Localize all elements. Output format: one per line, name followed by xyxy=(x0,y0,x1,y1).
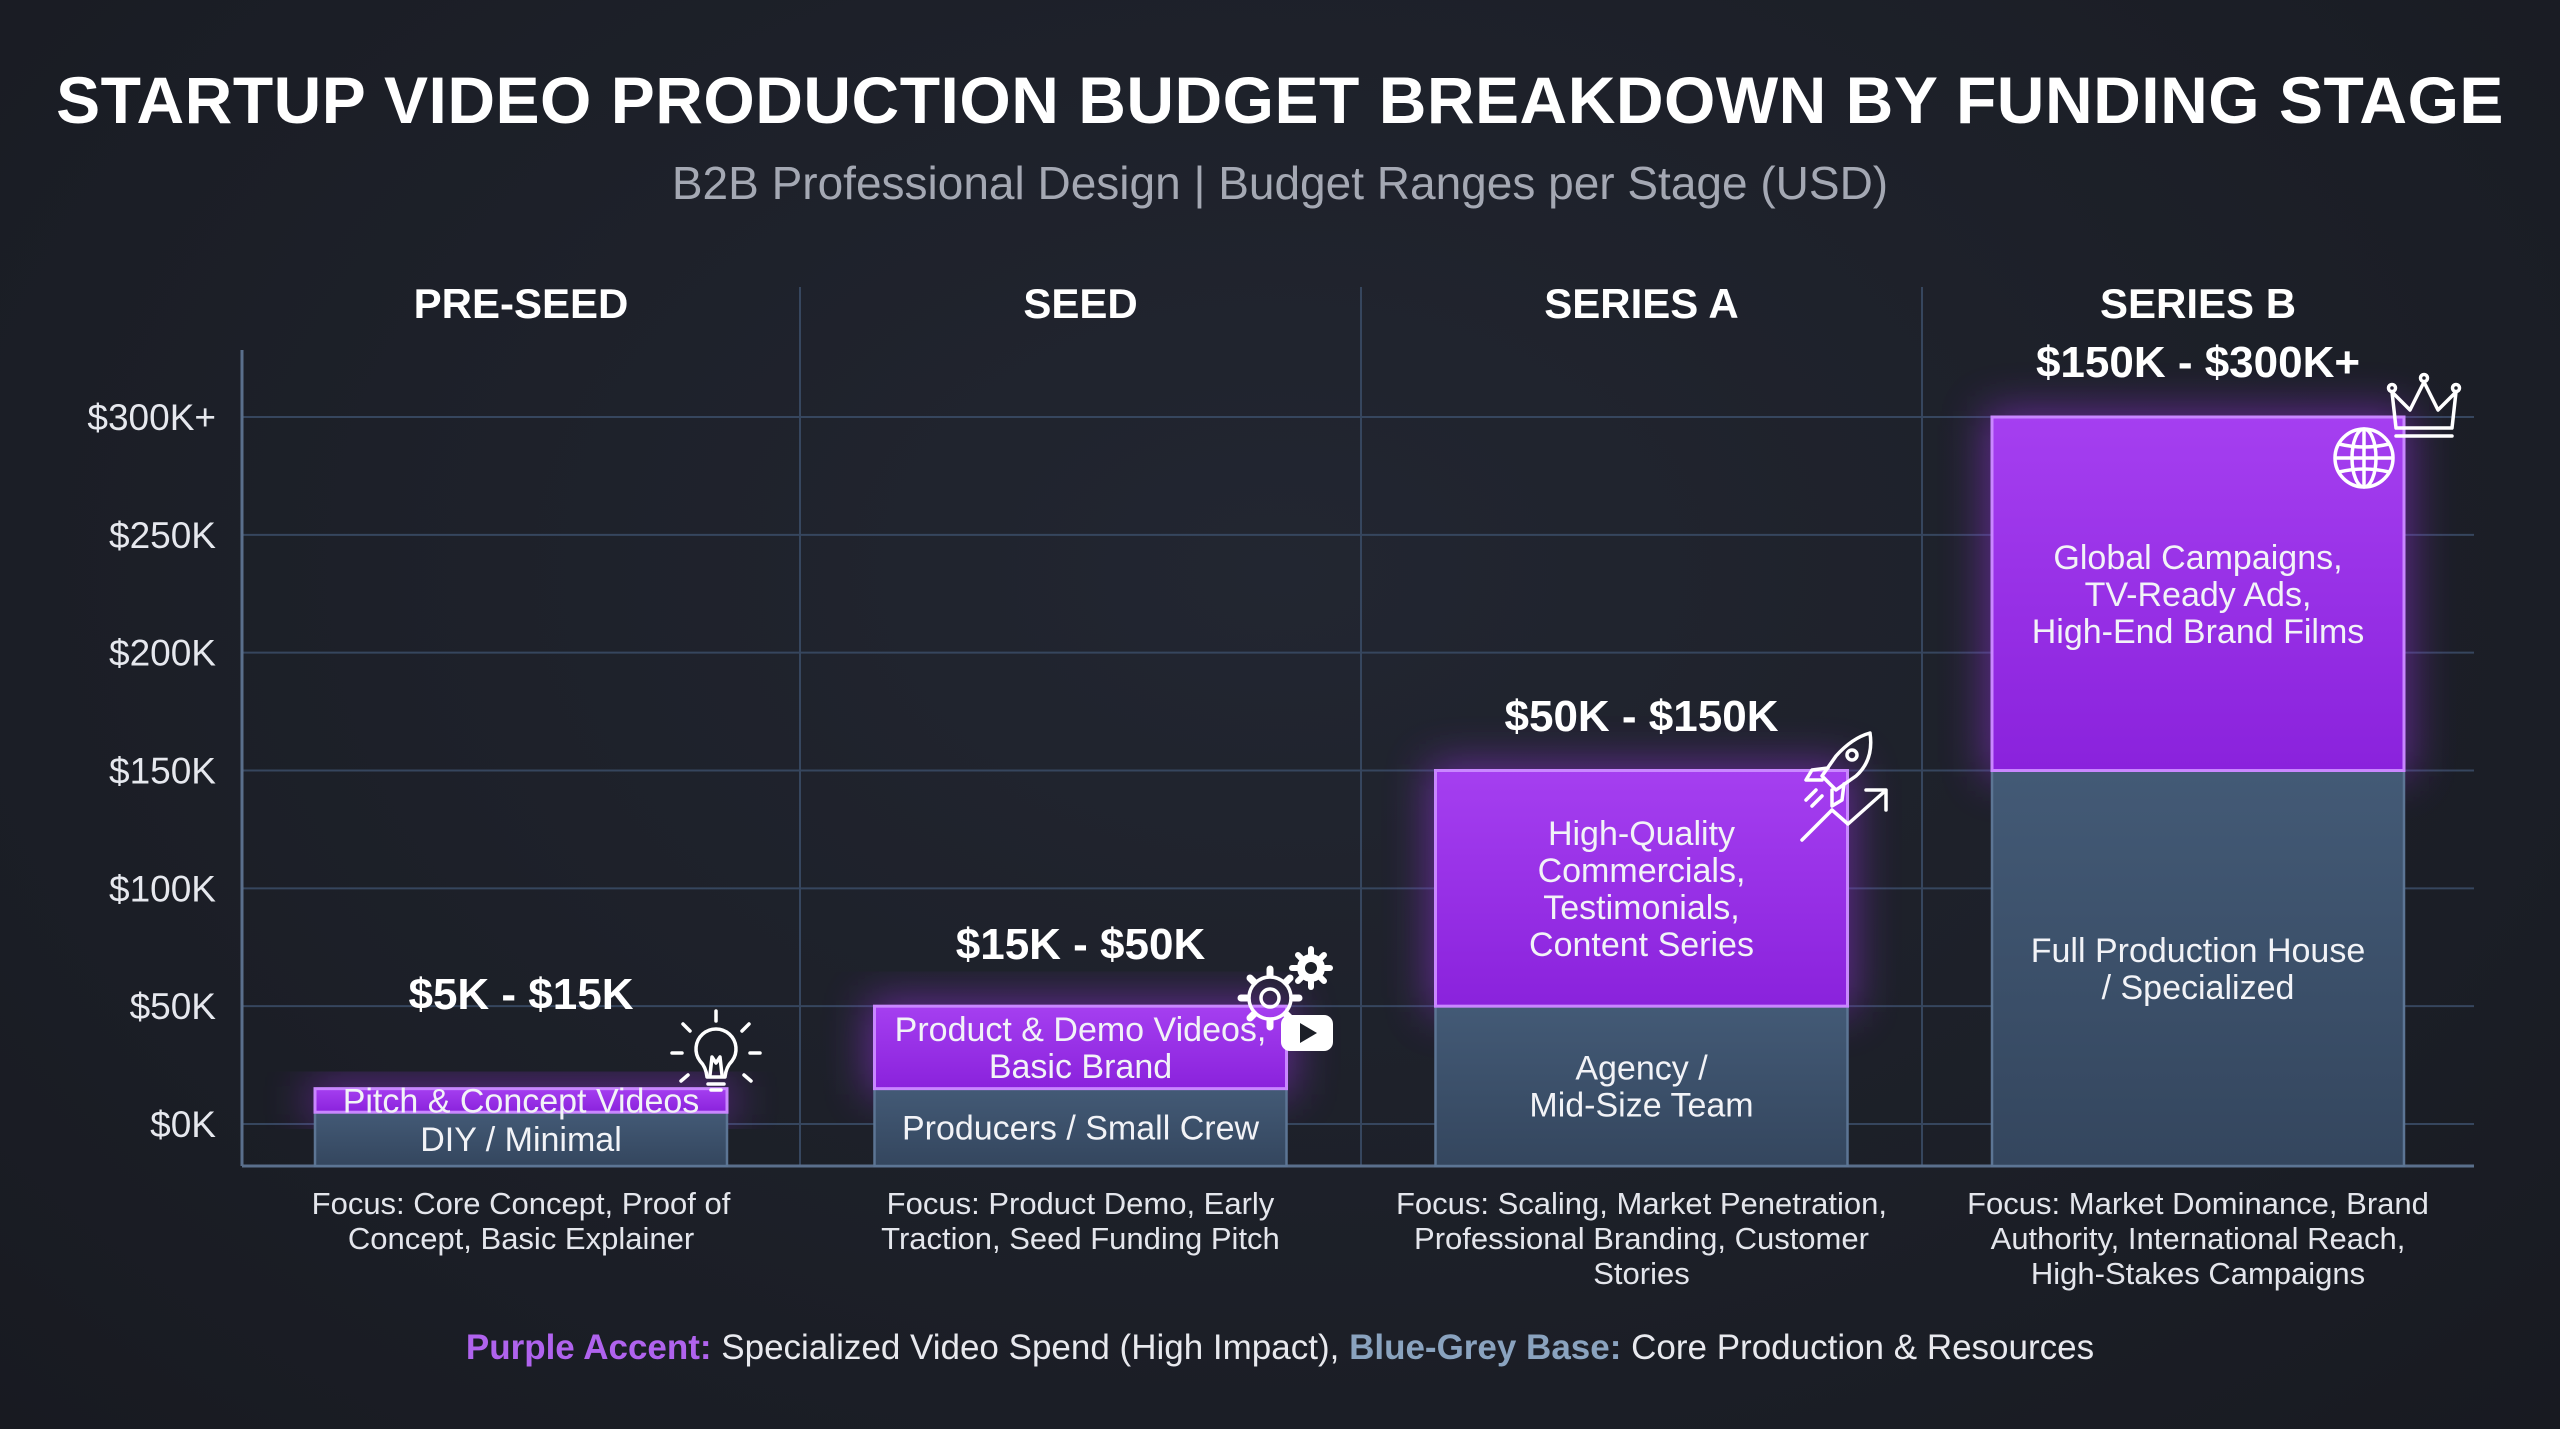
bar-base xyxy=(313,1110,729,1168)
lightbulb-icon xyxy=(670,1009,762,1092)
stage-header: SERIES B xyxy=(2100,280,2296,327)
range-label: $150K - $300K+ xyxy=(2036,338,2360,387)
y-tick-label: $0K xyxy=(150,1104,216,1145)
legend-purple-label: Purple Accent: xyxy=(465,1328,712,1367)
bar-base xyxy=(1434,1004,1849,1168)
range-label: $5K - $15K xyxy=(408,970,633,1019)
rocket-growth-icon xyxy=(1800,731,1888,842)
focus-text: Focus: Product Demo, Early Traction, Seed… xyxy=(881,1186,1280,1256)
crown-icon xyxy=(2386,372,2462,438)
bar-base xyxy=(1990,769,2406,1168)
legend: Purple Accent: Specialized Video Spend (… xyxy=(0,1328,2560,1368)
y-tick-label: $300K+ xyxy=(87,397,216,438)
bar-base-label: DIY / Minimal xyxy=(420,1121,622,1159)
chart-subtitle: B2B Professional Design | Budget Ranges … xyxy=(671,157,1889,209)
chart-title: STARTUP VIDEO PRODUCTION BUDGET BREAKDOW… xyxy=(56,63,2504,137)
stage-header: SEED xyxy=(1023,280,1137,327)
bar-base-label: Full Production House / Specialized xyxy=(2031,932,2366,1007)
y-tick-label: $100K xyxy=(109,868,216,909)
bar-base xyxy=(873,1087,1288,1168)
stage-header: PRE-SEED xyxy=(414,280,629,327)
bar-base-label: Agency / Mid-Size Team xyxy=(1529,1050,1753,1125)
bar-accent xyxy=(313,1087,729,1114)
focus-text: Focus: Scaling, Market Penetration, Profe… xyxy=(1396,1186,1887,1291)
y-tick-label: $250K xyxy=(109,515,216,556)
bar-accent xyxy=(1990,415,2406,772)
bar-layer xyxy=(313,415,2406,1168)
bar-accent-label: High-Quality Commercials, Testimonials, Con… xyxy=(1529,815,1754,964)
globe-icon xyxy=(2333,427,2395,489)
bar-accent xyxy=(1434,769,1849,1008)
bar-accent xyxy=(873,1004,1288,1091)
bar-accent-label: Global Campaigns, TV-Ready Ads, High-End B… xyxy=(2032,539,2365,651)
focus-text: Focus: Core Concept, Proof of Concept, Ba… xyxy=(312,1186,731,1256)
range-label: $15K - $50K xyxy=(956,920,1206,969)
y-tick-label: $200K xyxy=(109,633,216,674)
bar-accent-label: Pitch & Concept Videos xyxy=(343,1082,700,1120)
legend-base-label: Blue-Grey Base: xyxy=(1349,1328,1622,1367)
bar-base-label: Producers / Small Crew xyxy=(902,1109,1260,1147)
legend-base-text: Core Production & Resources xyxy=(1621,1328,2095,1367)
gear-youtube-icon xyxy=(1237,946,1333,1051)
stage-header: SERIES A xyxy=(1544,280,1739,327)
bar-accent-label: Product & Demo Videos, Basic Brand xyxy=(895,1011,1267,1086)
y-tick-label: $150K xyxy=(109,751,216,792)
y-tick-label: $50K xyxy=(130,986,217,1027)
focus-text: Focus: Market Dominance, Brand Authority,… xyxy=(1967,1186,2429,1291)
range-label: $50K - $150K xyxy=(1505,692,1779,741)
legend-purple-text: Specialized Video Spend (High Impact), xyxy=(711,1328,1350,1367)
